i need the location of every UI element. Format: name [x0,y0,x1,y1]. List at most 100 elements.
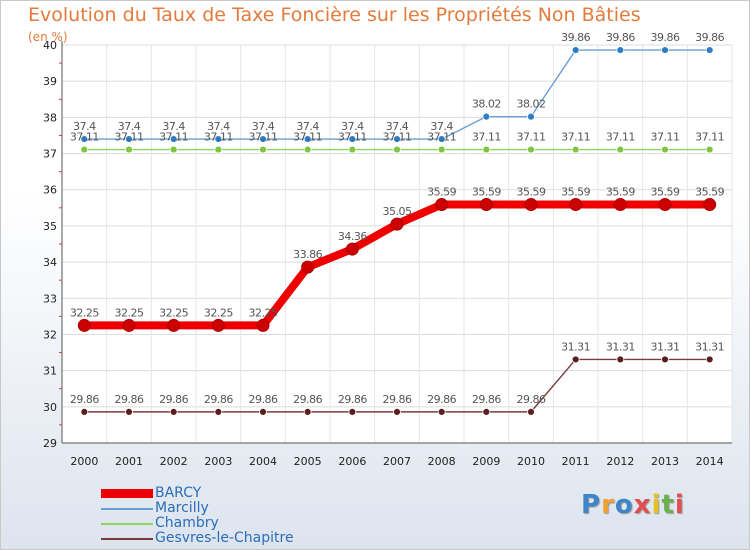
x-tick-label: 2005 [294,455,322,468]
data-point-chambry [259,145,267,154]
data-label-chambry: 37.11 [159,131,188,144]
data-label-chambry: 37.11 [651,131,680,144]
data-label-marcilly: 38.02 [517,98,546,111]
data-point-gesvres-le-chapitre [437,407,446,416]
data-label-barcy: 35.59 [427,186,456,199]
x-tick-label: 2012 [606,455,634,468]
data-point-marcilly [616,46,625,54]
data-label-barcy: 33.86 [293,248,322,261]
data-label-barcy: 35.59 [606,186,635,199]
data-label-barcy: 35.05 [383,205,412,218]
data-point-gesvres-le-chapitre [348,407,357,416]
data-label-gesvres-le-chapitre: 31.31 [651,340,680,353]
y-tick-label: 37 [43,148,57,161]
plot-area [62,45,732,443]
data-label-marcilly: 39.86 [561,31,590,44]
data-point-gesvres-le-chapitre [705,355,714,364]
data-label-marcilly: 39.86 [695,31,724,44]
data-point-barcy [703,198,717,212]
data-label-chambry: 37.11 [204,131,233,144]
data-label-gesvres-le-chapitre: 29.86 [427,393,456,406]
data-label-barcy: 32.25 [159,306,188,319]
data-point-marcilly [259,135,267,143]
data-label-chambry: 37.11 [293,131,322,144]
data-point-chambry [303,145,312,154]
data-point-barcy [345,242,359,256]
legend-label-barcy: BARCY [155,485,202,501]
data-label-barcy: 35.59 [695,186,724,199]
data-label-gesvres-le-chapitre: 31.31 [606,340,635,353]
data-point-chambry [80,145,89,154]
data-point-chambry [571,145,580,154]
y-tick-label: 32 [43,328,57,341]
x-tick-label: 2006 [338,455,366,468]
legend-label-gesvres: Gesvres-le-Chapitre [155,530,294,546]
data-point-barcy [569,198,583,212]
data-point-marcilly [214,135,223,143]
data-label-marcilly: 37.4 [162,120,185,133]
data-label-gesvres-le-chapitre: 29.86 [517,393,546,406]
data-point-marcilly [169,135,178,143]
y-tick-label: 39 [43,75,57,88]
x-tick-label: 2007 [383,455,411,468]
x-tick-label: 2001 [115,455,143,468]
data-point-barcy [301,260,315,274]
data-point-marcilly [348,135,357,143]
data-point-gesvres-le-chapitre [393,407,401,416]
data-point-marcilly [437,135,446,143]
legend-label-marcilly: Marcilly [155,500,209,516]
data-point-chambry [214,145,223,154]
data-label-chambry: 37.11 [606,131,635,144]
data-point-gesvres-le-chapitre [303,407,312,416]
data-point-marcilly [125,135,133,143]
data-point-gesvres-le-chapitre [80,407,89,416]
data-label-barcy: 35.59 [561,186,590,199]
data-label-chambry: 37.11 [70,131,99,144]
legend-swatch-barcy [101,489,153,498]
data-label-marcilly: 39.86 [651,31,680,44]
data-point-gesvres-le-chapitre [214,407,223,416]
data-point-chambry [169,145,178,154]
x-tick-label: 2013 [651,455,679,468]
data-label-barcy: 32.25 [115,306,144,319]
data-label-gesvres-le-chapitre: 29.86 [159,393,188,406]
data-point-marcilly [705,46,714,54]
data-label-gesvres-le-chapitre: 29.86 [472,393,501,406]
data-label-chambry: 37.11 [517,131,546,144]
data-label-chambry: 37.11 [383,131,412,144]
y-tick-label: 29 [43,437,57,450]
data-label-marcilly: 39.86 [606,31,635,44]
data-point-chambry [527,145,535,154]
data-label-gesvres-le-chapitre: 29.86 [70,393,99,406]
data-point-gesvres-le-chapitre [169,407,178,416]
data-point-chambry [393,145,401,154]
data-label-marcilly: 37.4 [207,120,230,133]
legend-swatch-chambry [101,523,153,525]
data-label-gesvres-le-chapitre: 29.86 [204,393,233,406]
data-label-barcy: 32.25 [204,306,233,319]
data-point-gesvres-le-chapitre [661,355,669,364]
data-label-chambry: 37.11 [561,131,590,144]
data-point-chambry [437,145,446,154]
data-label-chambry: 37.11 [338,131,367,144]
y-tick-label: 34 [43,256,57,269]
data-label-marcilly: 37.4 [118,120,141,133]
x-tick-label: 2014 [696,455,724,468]
data-point-gesvres-le-chapitre [616,355,625,364]
data-point-gesvres-le-chapitre [482,407,491,416]
x-tick-label: 2004 [249,455,277,468]
data-label-chambry: 37.11 [115,131,144,144]
data-label-chambry: 37.11 [695,131,724,144]
data-label-barcy: 35.59 [651,186,680,199]
data-label-gesvres-le-chapitre: 31.31 [695,340,724,353]
data-point-barcy [77,318,91,332]
data-label-barcy: 35.59 [517,186,546,199]
data-label-gesvres-le-chapitre: 31.31 [561,340,590,353]
data-label-marcilly: 37.4 [341,120,364,133]
data-point-gesvres-le-chapitre [527,407,535,416]
data-label-gesvres-le-chapitre: 29.86 [293,393,322,406]
x-tick-label: 2010 [517,455,545,468]
y-tick-label: 35 [43,220,57,233]
